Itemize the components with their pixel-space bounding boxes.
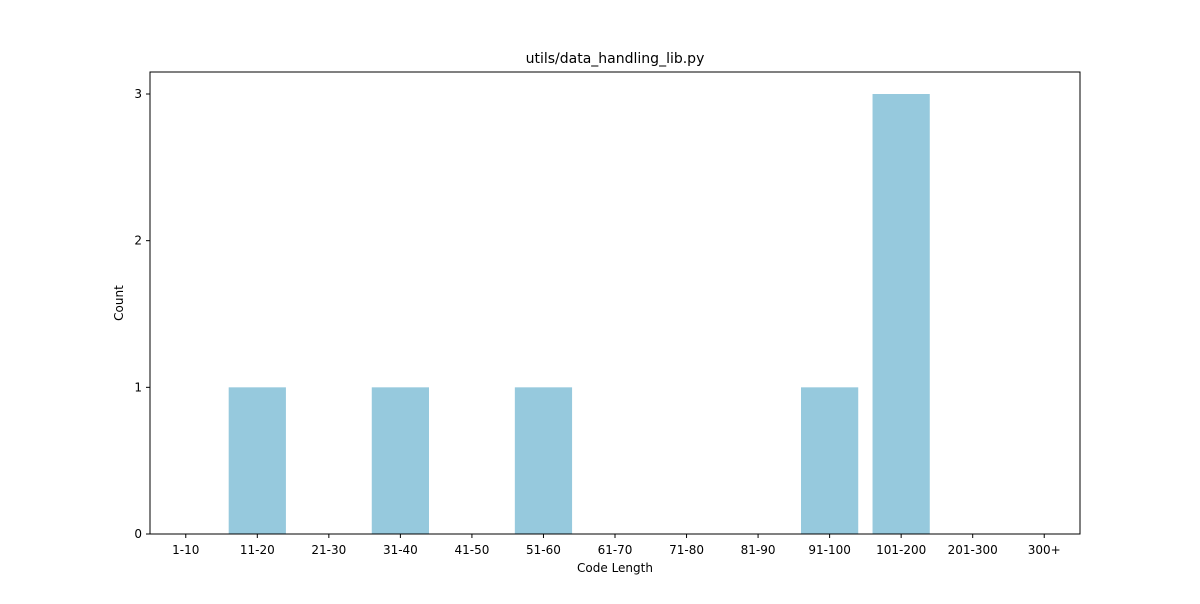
x-ticks-layer: 1-10 11-20 21-30 31-40 41-50 51-60 61-70 71-80 8… xyxy=(172,534,1061,557)
x-tick-label: 61-70 xyxy=(598,543,633,557)
bar xyxy=(228,387,286,534)
x-tick-label: 101-200 xyxy=(876,543,926,557)
x-tick-label: 201-300 xyxy=(948,543,998,557)
x-tick-label: 81-90 xyxy=(741,543,776,557)
y-ticks-layer: 0 1 2 3 xyxy=(134,87,150,541)
x-tick-label: 11-20 xyxy=(240,543,275,557)
plot-frame xyxy=(149,71,1081,535)
bars-layer xyxy=(228,94,930,534)
x-tick-label: 300+ xyxy=(1028,543,1061,557)
y-tick-label: 0 xyxy=(134,527,142,541)
y-tick-label: 3 xyxy=(134,87,142,101)
x-tick-label: 21-30 xyxy=(311,543,346,557)
x-axis-label: Code Length xyxy=(577,561,653,575)
chart-title: utils/data_handling_lib.py xyxy=(526,51,705,67)
x-tick-label: 1-10 xyxy=(172,543,199,557)
y-axis-label: Count xyxy=(112,285,126,321)
bar xyxy=(872,94,930,534)
x-tick-label: 71-80 xyxy=(669,543,704,557)
y-tick-label: 2 xyxy=(134,234,142,248)
bar xyxy=(514,387,573,534)
y-tick-label: 1 xyxy=(134,380,142,394)
x-tick-label: 91-100 xyxy=(808,543,851,557)
bar xyxy=(371,387,429,534)
bar xyxy=(801,387,859,534)
x-tick-label: 31-40 xyxy=(383,543,418,557)
x-tick-label: 51-60 xyxy=(526,543,561,557)
x-tick-label: 41-50 xyxy=(454,543,489,557)
